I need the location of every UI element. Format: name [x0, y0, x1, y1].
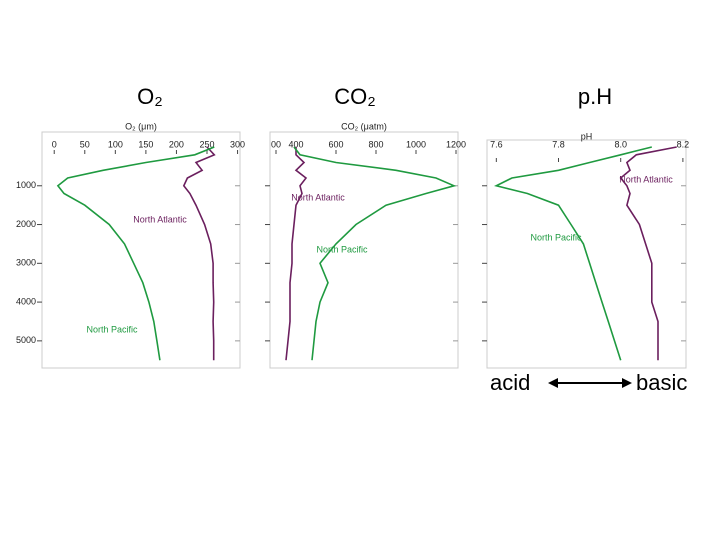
- profile-line: [619, 146, 677, 361]
- y-tick-label: 3000: [16, 258, 36, 268]
- chart-title: CO₂: [334, 84, 376, 109]
- series-label: North Pacific: [86, 324, 138, 334]
- chart-title: p.H: [578, 84, 612, 109]
- x-axis-label: CO₂ (μatm): [341, 121, 387, 131]
- series-label: North Atlantic: [133, 214, 187, 224]
- profile-line: [293, 146, 457, 361]
- x-tick-label: 7.6: [490, 139, 503, 149]
- plot-frame: [486, 139, 687, 369]
- x-tick-label: 50: [80, 139, 90, 149]
- plot-frame: [41, 131, 241, 369]
- x-axis-label: pH: [581, 131, 593, 141]
- x-axis-label: O₂ (μm): [125, 121, 157, 131]
- plot-frame: [269, 131, 459, 369]
- x-tick-label: 200: [169, 139, 184, 149]
- series-label: North Atlantic: [619, 174, 673, 184]
- x-tick-label: 0: [52, 139, 57, 149]
- x-tick-label: 7.8: [552, 139, 565, 149]
- x-tick-label: 100: [108, 139, 123, 149]
- chart-title: O₂: [137, 84, 163, 109]
- y-tick-label: 5000: [16, 335, 36, 345]
- x-tick-label: 1000: [406, 139, 426, 149]
- x-tick-label: 800: [368, 139, 383, 149]
- series-label: North Atlantic: [291, 192, 345, 202]
- x-tick-label: 600: [328, 139, 343, 149]
- arrow-head-right: [622, 378, 632, 388]
- basic-label: basic: [636, 370, 687, 395]
- profile-line: [494, 146, 652, 361]
- x-tick-label: 400: [288, 139, 303, 149]
- y-tick-label: 4000: [16, 296, 36, 306]
- profile-line: [182, 146, 216, 361]
- x-tick-label: 300: [230, 139, 245, 149]
- x-tick-label: 8.2: [677, 139, 690, 149]
- x-tick-label: 00: [271, 139, 281, 149]
- y-tick-label: 2000: [16, 219, 36, 229]
- x-tick-label: 250: [199, 139, 214, 149]
- profile-line: [56, 146, 215, 361]
- profile-line: [285, 147, 308, 361]
- x-tick-label: 150: [138, 139, 153, 149]
- x-tick-label: 8.0: [614, 139, 627, 149]
- y-tick-label: 1000: [16, 180, 36, 190]
- series-label: North Pacific: [530, 232, 582, 242]
- acid-label: acid: [490, 370, 530, 395]
- arrow-head-left: [548, 378, 558, 388]
- x-tick-label: 1200: [446, 139, 466, 149]
- series-label: North Pacific: [316, 244, 368, 254]
